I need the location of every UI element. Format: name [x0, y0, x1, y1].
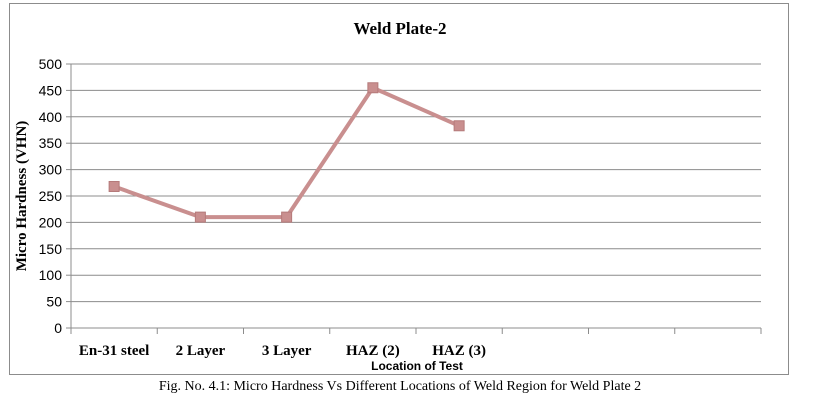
x-axis-label: Location of Test	[371, 359, 463, 373]
data-point-marker	[453, 120, 465, 132]
y-tick-label: 100	[39, 267, 63, 283]
y-tick-label: 250	[39, 188, 63, 204]
y-axis-label: Micro Hardness (VHN)	[14, 121, 30, 272]
x-tick-label: 3 Layer	[262, 343, 312, 359]
x-tick-label: En-31 steel	[79, 343, 149, 359]
data-point-marker	[108, 180, 120, 192]
x-tick-label: HAZ (2)	[346, 343, 400, 359]
y-tick-label: 300	[39, 162, 63, 178]
y-tick-label: 200	[39, 214, 63, 230]
y-tick-label: 350	[39, 135, 63, 151]
x-tick-label: HAZ (3)	[432, 343, 486, 359]
y-tick-label: 0	[54, 320, 62, 336]
y-tick-label: 400	[39, 109, 63, 125]
y-tick-label: 500	[39, 56, 63, 72]
chart-frame	[9, 3, 789, 375]
data-point-marker	[281, 211, 293, 223]
chart-title: Weld Plate-2	[353, 19, 446, 38]
x-tick-label: 2 Layer	[176, 343, 226, 359]
data-point-marker	[367, 82, 379, 94]
data-point-marker	[194, 211, 206, 223]
y-tick-label: 450	[39, 82, 63, 98]
y-tick-label: 50	[46, 294, 62, 310]
figure-caption: Fig. No. 4.1: Micro Hardness Vs Differen…	[158, 379, 642, 394]
y-tick-label: 150	[39, 241, 63, 257]
series-line	[112, 85, 462, 220]
